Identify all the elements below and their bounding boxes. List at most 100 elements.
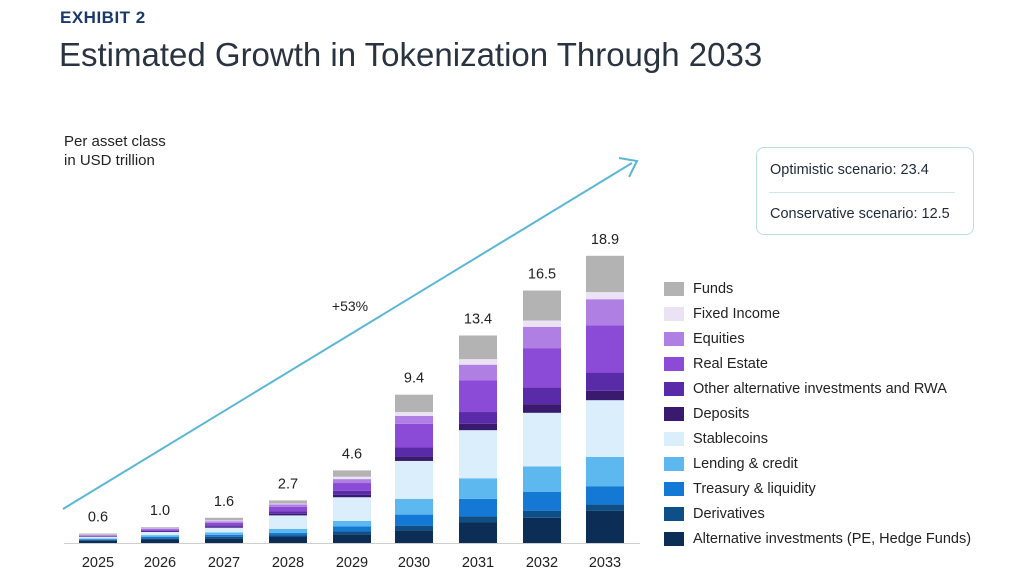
bar-segment-2028-5 [269,513,307,516]
bar-segment-2027-10 [205,517,243,521]
legend-item: Alternative investments (PE, Hedge Funds… [664,526,971,551]
legend-item: Equities [664,326,971,351]
bar-segment-2026-0 [141,539,179,543]
bar-segment-2025-7 [79,535,117,537]
bar-segment-2026-7 [141,529,179,531]
legend-label: Equities [693,330,745,347]
legend-swatch [664,381,684,396]
legend-label: Other alternative investments and RWA [693,380,947,397]
legend-item: Other alternative investments and RWA [664,376,971,401]
x-tick-label-2027: 2027 [208,555,240,571]
bar-segment-2033-6 [586,372,624,391]
subtitle-line-2: in USD trillion [64,152,155,169]
bar-segment-2030-3 [395,498,433,515]
legend: Funds Fixed Income Equities Real Estate Othe… [664,276,971,551]
bar-segment-2030-1 [395,525,433,531]
legend-item: Lending & credit [664,451,971,476]
bar-segment-2032-8 [523,326,561,349]
total-label-2028: 2.7 [278,476,298,492]
bar-segment-2032-3 [523,466,561,492]
legend-label: Lending & credit [693,455,798,472]
bar-segment-2027-1 [205,536,243,539]
legend-swatch [664,506,684,521]
legend-label: Real Estate [693,355,768,372]
bar-segment-2029-2 [333,526,371,532]
bar-segment-2029-5 [333,494,371,498]
legend-swatch [664,281,684,296]
bar-segment-2030-9 [395,412,433,416]
bar-segment-2030-4 [395,460,433,499]
legend-label: Deposits [693,405,750,422]
legend-swatch [664,431,684,446]
bar-segment-2030-7 [395,423,433,448]
bar-segment-2033-2 [586,486,624,505]
total-label-2027: 1.6 [214,494,234,510]
bar-segment-2028-2 [269,532,307,536]
bar-segment-2028-9 [269,503,307,505]
growth-arrow-head [618,157,639,178]
bar-segment-2030-5 [395,456,433,461]
bar-segment-2028-0 [269,537,307,543]
bar-segment-2029-8 [333,479,371,484]
bar-segment-2033-10 [586,255,624,293]
bar-segment-2033-8 [586,299,624,326]
bar-segment-2026-1 [141,538,179,540]
bar-segment-2029-0 [333,534,371,543]
bar-segment-2027-0 [205,538,243,543]
legend-item: Fixed Income [664,301,971,326]
bar-segment-2032-6 [523,387,561,405]
bar-segment-2027-2 [205,534,243,537]
total-label-2029: 4.6 [342,446,362,462]
bar-segment-2026-3 [141,535,179,537]
bar-segment-2027-7 [205,522,243,526]
total-label-2030: 9.4 [404,371,424,387]
bar-segment-2027-5 [205,526,243,528]
legend-item: Stablecoins [664,426,971,451]
bar-segment-2032-2 [523,491,561,511]
bar-segment-2033-5 [586,390,624,401]
bar-segment-2025-4 [79,536,117,539]
bar-segment-2033-9 [586,292,624,300]
bar-segment-2029-3 [333,520,371,527]
legend-swatch [664,481,684,496]
bar-segment-2031-0 [459,522,497,543]
total-label-2033: 18.9 [591,232,619,248]
bar-segment-2028-10 [269,500,307,504]
x-tick-label-2033: 2033 [589,555,621,571]
bar-segment-2031-4 [459,430,497,479]
legend-label: Derivatives [693,505,765,522]
bar-segment-2032-4 [523,412,561,467]
bar-segment-2031-8 [459,364,497,381]
growth-arrow-line [62,162,633,510]
optimistic-scenario: Optimistic scenario: 23.4 [770,162,929,178]
chart-title: Estimated Growth in Tokenization Through… [59,36,763,73]
x-tick-label-2031: 2031 [462,555,494,571]
bar-segment-2026-10 [141,527,179,529]
bar-segment-2031-2 [459,498,497,517]
bar-segment-2030-2 [395,514,433,526]
bar-segment-2025-1 [79,540,117,541]
legend-item: Funds [664,276,971,301]
bar-segment-2027-8 [205,521,243,523]
bar-segment-2033-3 [586,456,624,487]
bar-segment-2026-2 [141,536,179,539]
exhibit-label: EXHIBIT 2 [60,8,146,27]
bar-segment-2029-9 [333,476,371,480]
bar-segment-2025-0 [79,540,117,543]
bar-segment-2026-6 [141,530,179,532]
total-label-2032: 16.5 [528,267,556,283]
bar-segment-2028-3 [269,528,307,533]
total-label-2031: 13.4 [464,311,492,327]
bar-segment-2028-1 [269,535,307,538]
bar-segment-2030-6 [395,447,433,457]
bar-segment-2031-9 [459,359,497,365]
bar-segment-2030-0 [395,530,433,543]
bar-segment-2025-2 [79,539,117,541]
bar-segment-2031-1 [459,516,497,523]
bar-segment-2029-10 [333,470,371,477]
bar-segment-2029-4 [333,497,371,521]
legend-swatch [664,356,684,371]
bar-segment-2029-1 [333,531,371,535]
bar-segment-2027-6 [205,525,243,527]
bar-segment-2032-1 [523,510,561,518]
